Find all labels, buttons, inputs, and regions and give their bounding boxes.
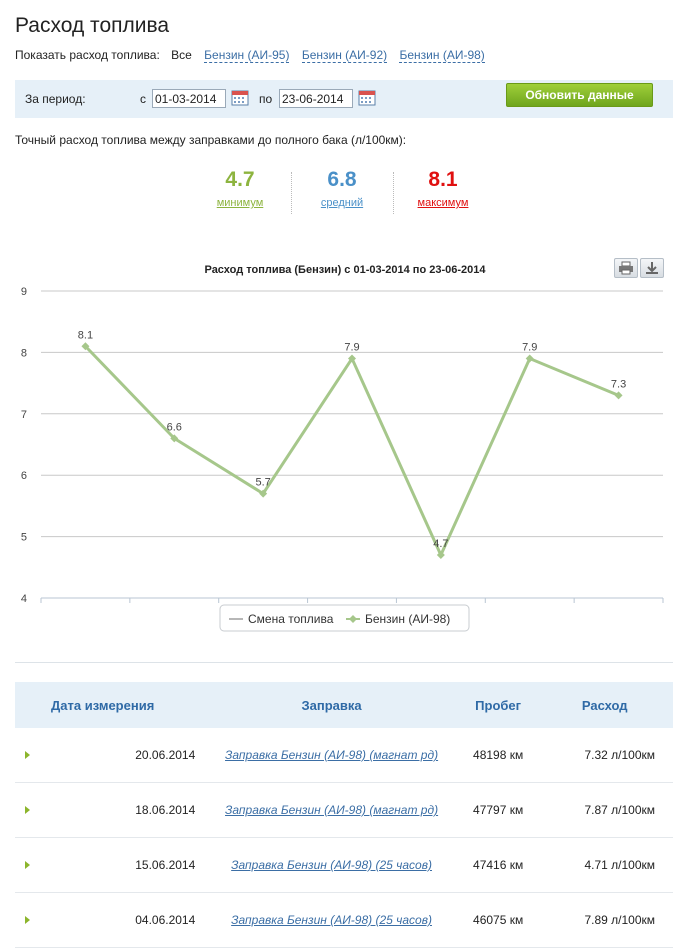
data-point[interactable] <box>170 434 179 443</box>
row-consumption: 7.87 л/100км <box>536 782 673 838</box>
legend-marker-ai98 <box>349 615 357 623</box>
section-divider <box>15 662 673 663</box>
filter-option-ai95[interactable]: Бензин (АИ-95) <box>204 48 290 63</box>
data-label: 6.6 <box>167 421 182 433</box>
row-station-link[interactable]: Заправка Бензин (АИ-98) (магнат рд) <box>225 803 439 817</box>
download-icon <box>646 262 658 274</box>
stat-min-value: 4.7 <box>225 168 255 191</box>
y-tick-label: 8 <box>21 347 27 359</box>
table-row: 18.06.2014 Заправка Бензин (АИ-98) (магн… <box>15 782 673 838</box>
row-consumption: 7.89 л/100км <box>536 892 673 948</box>
stat-separator <box>291 172 292 214</box>
y-tick-label: 9 <box>21 286 27 298</box>
data-label: 5.7 <box>255 477 270 489</box>
y-tick-label: 5 <box>21 532 27 544</box>
row-mileage: 46075 км <box>459 892 537 948</box>
refresh-data-button[interactable]: Обновить данные <box>506 83 653 107</box>
period-panel: За период: с по Обновить данные <box>15 80 673 118</box>
data-point[interactable] <box>436 551 445 560</box>
data-label: 7.9 <box>344 342 359 354</box>
chart-legend <box>219 604 470 632</box>
date-from-input[interactable] <box>152 89 226 108</box>
expand-arrow-icon[interactable] <box>24 861 30 869</box>
page-title: Расход топлива <box>15 14 170 37</box>
data-point[interactable] <box>81 342 90 351</box>
col-date-header[interactable]: Дата измерения <box>15 682 204 728</box>
data-label: 7.3 <box>611 378 626 390</box>
stat-avg-value: 6.8 <box>327 168 357 191</box>
stat-separator <box>393 172 394 214</box>
data-label: 8.1 <box>78 329 93 341</box>
y-tick-label: 7 <box>21 409 27 421</box>
from-label: с <box>140 92 146 106</box>
row-date: 18.06.2014 <box>39 782 204 838</box>
row-consumption: 4.71 л/100км <box>536 837 673 893</box>
data-point[interactable] <box>525 354 534 363</box>
data-point[interactable] <box>259 489 268 498</box>
fuel-chart: Расход топлива (Бензин) с 01-03-2014 по … <box>15 255 675 640</box>
fuel-filter: Показать расход топлива: Все Бензин (АИ-… <box>15 48 494 63</box>
col-station-header[interactable]: Заправка <box>203 682 460 728</box>
col-mileage-header[interactable]: Пробег <box>459 682 537 728</box>
calendar-icon[interactable] <box>231 88 249 106</box>
legend-label-fuel-change[interactable]: Смена топлива <box>248 612 334 626</box>
fuel-chart-svg: Расход топлива (Бензин) с 01-03-2014 по … <box>21 264 664 632</box>
to-label: по <box>259 92 273 106</box>
stat-max: 8.1 максимум <box>393 168 493 211</box>
legend-label-ai98[interactable]: Бензин (АИ-98) <box>365 612 450 626</box>
expand-arrow-icon[interactable] <box>24 751 30 759</box>
download-chart-button[interactable] <box>640 258 664 278</box>
stat-avg-label[interactable]: средний <box>320 197 364 209</box>
y-tick-label: 4 <box>21 593 27 605</box>
table-row: 15.06.2014 Заправка Бензин (АИ-98) (25 ч… <box>15 837 673 893</box>
row-mileage: 47416 км <box>459 837 537 893</box>
measurements-table: Дата измерения Заправка Пробег Расход 20… <box>15 682 673 948</box>
table-header: Дата измерения Заправка Пробег Расход <box>15 682 673 728</box>
stat-min-label[interactable]: минимум <box>216 197 264 209</box>
row-station-link[interactable]: Заправка Бензин (АИ-98) (25 часов) <box>231 913 432 927</box>
row-date: 04.06.2014 <box>39 892 204 948</box>
data-point[interactable] <box>614 391 623 400</box>
stat-min: 4.7 минимум <box>190 168 290 211</box>
print-chart-button[interactable] <box>614 258 638 278</box>
row-date: 15.06.2014 <box>39 837 204 893</box>
filter-option-ai92[interactable]: Бензин (АИ-92) <box>301 48 388 63</box>
table-row: 20.06.2014 Заправка Бензин (АИ-98) (магн… <box>15 728 673 783</box>
series-line-ai98 <box>84 345 620 559</box>
filter-label: Показать расход топлива: <box>15 48 160 62</box>
expand-arrow-icon[interactable] <box>24 916 30 924</box>
calendar-icon[interactable] <box>358 88 376 106</box>
data-label: 7.9 <box>522 342 537 354</box>
row-consumption: 7.32 л/100км <box>536 728 673 783</box>
period-label: За период: <box>25 92 86 106</box>
data-point[interactable] <box>348 354 356 363</box>
filter-option-all[interactable]: Все <box>171 48 192 62</box>
date-to-input[interactable] <box>279 89 353 108</box>
expand-arrow-icon[interactable] <box>24 806 30 814</box>
stat-max-label[interactable]: максимум <box>417 197 469 209</box>
row-mileage: 47797 км <box>459 782 537 838</box>
row-mileage: 48198 км <box>459 728 537 783</box>
consumption-caption: Точный расход топлива между заправками д… <box>15 133 407 147</box>
filter-option-ai98[interactable]: Бензин (АИ-98) <box>399 48 485 63</box>
row-station-link[interactable]: Заправка Бензин (АИ-98) (магнат рд) <box>225 748 439 762</box>
chart-title: Расход топлива (Бензин) с 01-03-2014 по … <box>205 264 487 276</box>
data-label: 4.7 <box>433 538 448 550</box>
row-date: 20.06.2014 <box>39 728 204 783</box>
printer-icon <box>619 261 633 275</box>
table-row: 04.06.2014 Заправка Бензин (АИ-98) (25 ч… <box>15 892 673 948</box>
col-consumption-header[interactable]: Расход <box>536 682 673 728</box>
stat-max-value: 8.1 <box>428 168 458 191</box>
row-station-link[interactable]: Заправка Бензин (АИ-98) (25 часов) <box>231 858 432 872</box>
stat-avg: 6.8 средний <box>292 168 392 211</box>
y-tick-label: 6 <box>21 470 27 482</box>
